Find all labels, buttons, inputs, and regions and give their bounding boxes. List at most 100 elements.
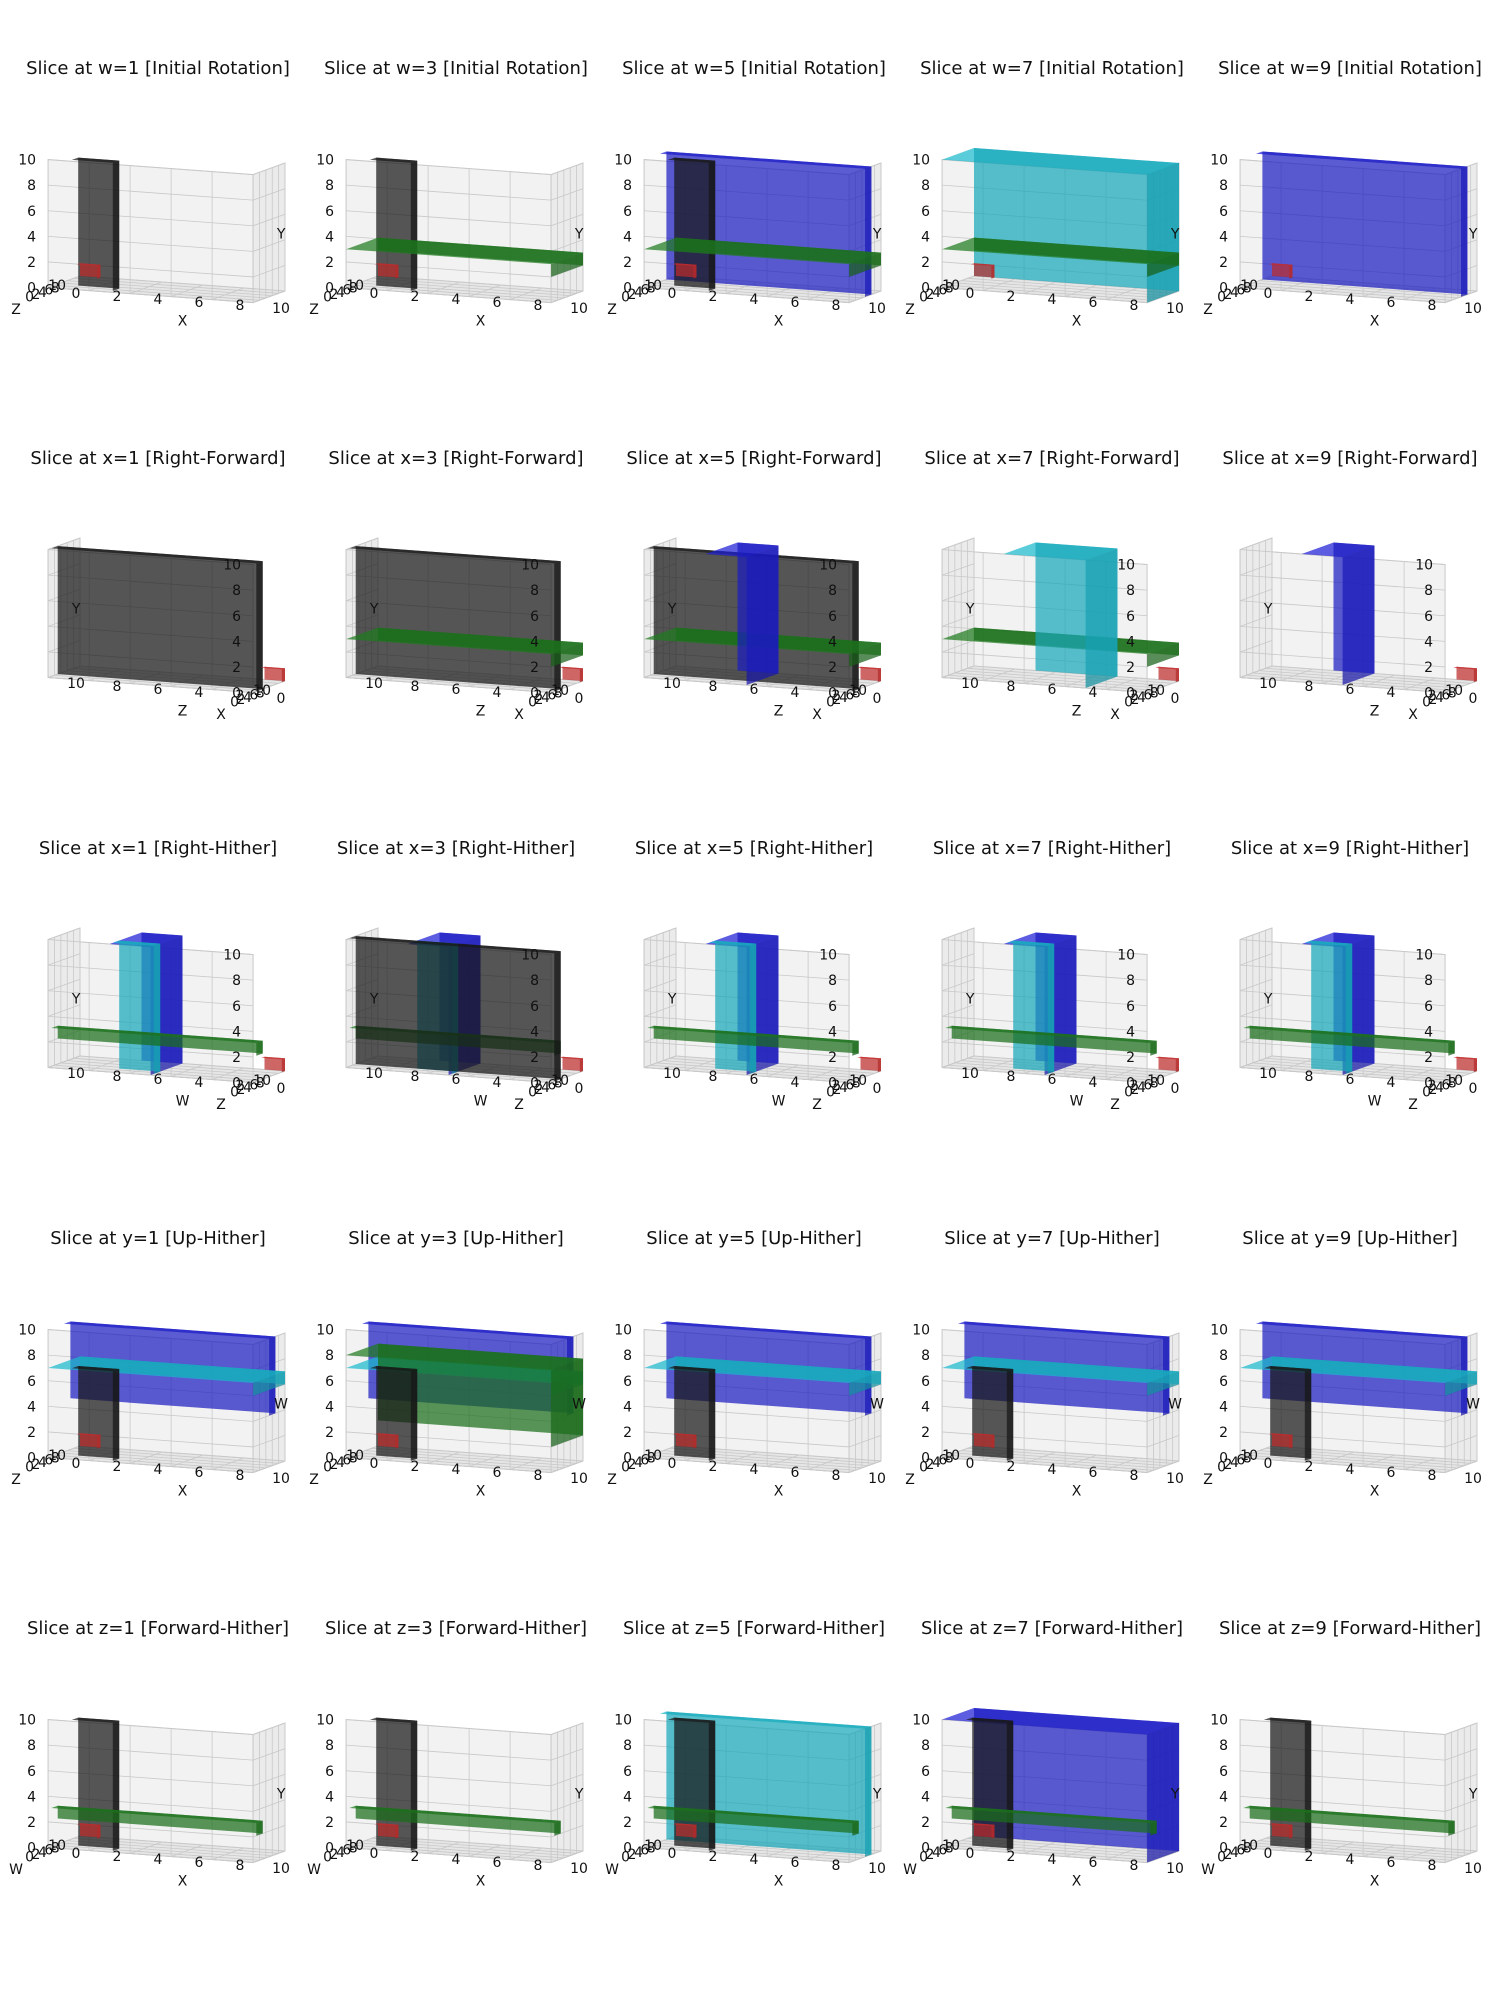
depth-tick-label: 0 <box>826 695 835 711</box>
red-box <box>970 263 995 279</box>
subplot-19: Slice at y=7 [Up-Hither]0 002224446668881… <box>905 1228 1184 1500</box>
depth-axis-label: X <box>812 707 822 723</box>
depth-axis-label: W <box>1201 1862 1215 1878</box>
subplot-title: Slice at y=5 [Up-Hither] <box>646 1228 861 1249</box>
horizontal-axis-label: X <box>774 314 784 330</box>
vertical-tick-label: 0 <box>623 281 632 297</box>
red-box <box>857 1056 881 1073</box>
vertical-tick-label: 0 <box>1424 1076 1433 1092</box>
horizontal-tick-label: 6 <box>1089 1465 1098 1481</box>
depth-tick-label: 4 <box>932 285 941 301</box>
depth-tick-label: 2 <box>32 287 41 303</box>
depth-tick-label: 6 <box>1441 1078 1450 1094</box>
depth-tick-label: 2 <box>535 1082 544 1098</box>
vertical-axis-label: Y <box>71 992 81 1008</box>
depth-tick-label: 0 <box>25 1850 34 1866</box>
vertical-axis-label: Y <box>872 1787 882 1803</box>
horizontal-tick-label: 10 <box>1166 1861 1184 1877</box>
vertical-tick-label: 8 <box>828 583 837 599</box>
horizontal-tick-label: 8 <box>832 1858 841 1874</box>
depth-tick-label: 8 <box>647 280 656 296</box>
depth-tick-label: 2 <box>1131 1082 1140 1098</box>
horizontal-tick-label: 6 <box>154 682 163 698</box>
vertical-tick-label: 0 <box>27 1841 36 1857</box>
vertical-tick-label: 2 <box>530 1050 539 1066</box>
vertical-tick-label: 0 <box>27 281 36 297</box>
vertical-tick-label: 0 <box>325 281 334 297</box>
horizontal-tick-label: 4 <box>493 1075 502 1091</box>
horizontal-tick-label: 4 <box>1089 685 1098 701</box>
vertical-tick-label: 8 <box>623 1738 632 1754</box>
vertical-tick-label: 2 <box>921 1815 930 1831</box>
red-box <box>374 1823 399 1839</box>
depth-axis-label: X <box>1408 707 1418 723</box>
vertical-tick-label: 0 <box>921 281 930 297</box>
depth-tick-label: 8 <box>51 1450 60 1466</box>
depth-axis-label: Z <box>812 1097 822 1113</box>
red-box <box>559 1056 583 1073</box>
vertical-tick-label: 10 <box>18 153 36 169</box>
vertical-tick-label: 2 <box>828 660 837 676</box>
vertical-tick-label: 2 <box>325 255 334 271</box>
vertical-tick-label: 10 <box>614 1323 632 1339</box>
vertical-tick-label: 8 <box>623 178 632 194</box>
depth-tick-label: 6 <box>1236 1453 1245 1469</box>
red-box <box>76 263 101 279</box>
vertical-tick-label: 4 <box>232 1024 241 1040</box>
vertical-axis-label: Y <box>872 227 882 243</box>
horizontal-tick-label: 4 <box>1048 1462 1057 1478</box>
depth-tick-label: 2 <box>926 1457 935 1473</box>
depth-tick-label: 2 <box>32 1457 41 1473</box>
horizontal-tick-label: 0 <box>1264 286 1273 302</box>
horizontal-tick-label: 6 <box>195 1465 204 1481</box>
vertical-tick-label: 2 <box>921 255 930 271</box>
depth-tick-label: 10 <box>942 278 960 294</box>
depth-tick-label: 2 <box>535 692 544 708</box>
horizontal-tick-label: 2 <box>236 688 245 704</box>
vertical-tick-label: 4 <box>1424 1024 1433 1040</box>
voxel-boxes <box>346 546 583 692</box>
vertical-tick-label: 6 <box>921 204 930 220</box>
horizontal-tick-label: 8 <box>534 1468 543 1484</box>
depth-tick-label: 8 <box>852 1075 861 1091</box>
depth-tick-label: 6 <box>547 1078 556 1094</box>
horizontal-tick-label: 10 <box>570 1471 588 1487</box>
depth-tick-label: 8 <box>945 280 954 296</box>
subplot-title: Slice at x=9 [Right-Forward] <box>1222 448 1477 469</box>
depth-tick-label: 2 <box>1429 692 1438 708</box>
vertical-tick-label: 10 <box>18 1323 36 1339</box>
depth-tick-label: 4 <box>1137 1080 1146 1096</box>
vertical-axis-label: Y <box>1468 227 1478 243</box>
depth-tick-label: 4 <box>1137 690 1146 706</box>
horizontal-tick-label: 10 <box>272 1471 290 1487</box>
horizontal-tick-label: 8 <box>411 679 420 695</box>
depth-tick-label: 4 <box>634 285 643 301</box>
vertical-tick-label: 6 <box>27 1764 36 1780</box>
horizontal-tick-label: 2 <box>1305 1459 1314 1475</box>
horizontal-tick-label: 8 <box>534 1858 543 1874</box>
green-box <box>1243 1805 1455 1836</box>
horizontal-tick-label: 8 <box>1007 679 1016 695</box>
horizontal-axis-label: W <box>474 1094 488 1110</box>
red-box <box>672 1823 697 1839</box>
horizontal-tick-label: 6 <box>1048 1072 1057 1088</box>
depth-tick-label: 8 <box>647 1450 656 1466</box>
vertical-axis-label: Y <box>276 1787 286 1803</box>
subplot-1: Slice at w=1 [Initial Rotation]0 00222444… <box>11 58 290 330</box>
vertical-tick-label: 10 <box>1117 948 1135 964</box>
horizontal-tick-label: 0 <box>72 286 81 302</box>
horizontal-tick-label: 0 <box>1264 1846 1273 1862</box>
depth-tick-label: 0 <box>621 1460 630 1476</box>
horizontal-tick-label: 2 <box>1428 688 1437 704</box>
red-box <box>261 666 285 683</box>
depth-tick-label: 0 <box>323 1850 332 1866</box>
cyan-box <box>48 1356 285 1396</box>
depth-tick-label: 0 <box>919 1460 928 1476</box>
horizontal-tick-label: 10 <box>1259 676 1277 692</box>
